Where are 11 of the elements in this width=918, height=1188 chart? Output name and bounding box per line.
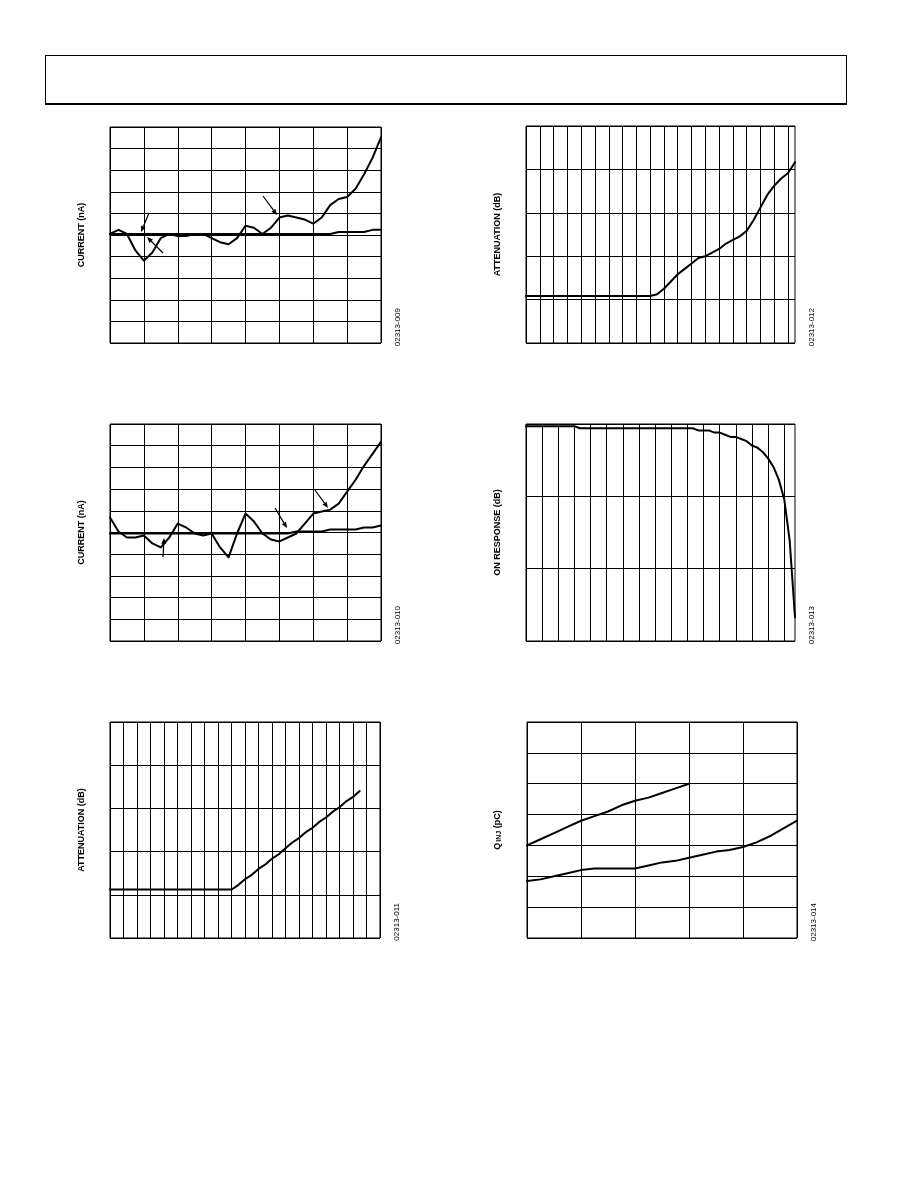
text: 02313-014 xyxy=(808,902,818,942)
text: 02313-011 xyxy=(391,902,401,941)
text: 02313-012 xyxy=(806,307,816,347)
text: 02313-009 xyxy=(392,307,402,347)
y-axis-title: ATTENUATION (dB) xyxy=(491,192,502,277)
text: 02313-013 xyxy=(806,605,816,645)
y-axis-title: ATTENUATION (dB) xyxy=(75,788,86,872)
y-axis-title: CURRENT (nA) xyxy=(75,500,86,565)
text: 02313-010 xyxy=(392,605,402,645)
y-axis-title: ON RESPONSE (dB) xyxy=(491,489,502,576)
y-axis-title: CURRENT (nA) xyxy=(75,202,86,268)
